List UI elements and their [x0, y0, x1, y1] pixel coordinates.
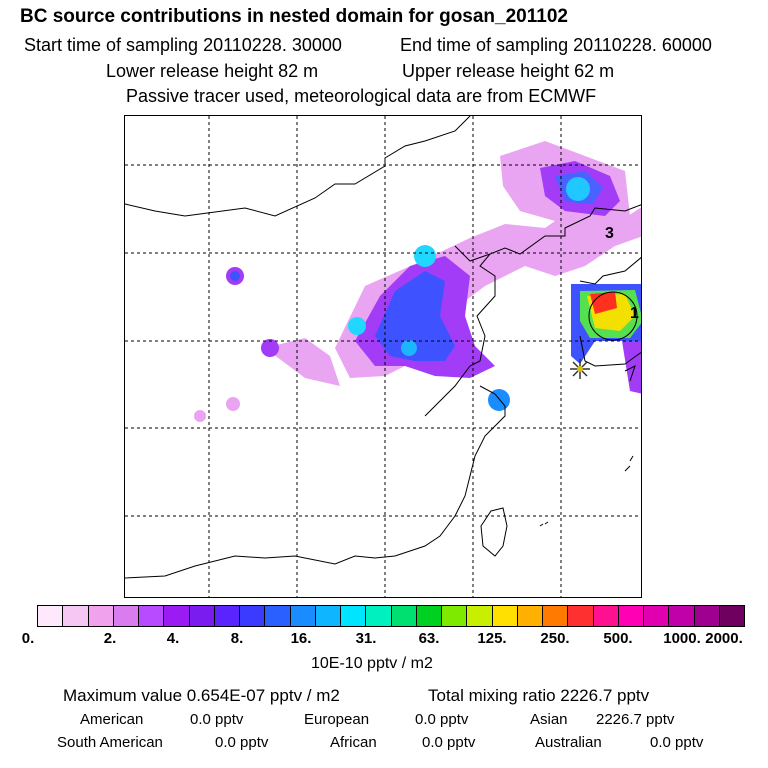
- colorbar-cell: [669, 606, 695, 626]
- colorbar-cell: [618, 606, 644, 626]
- colorbar-cell: [290, 606, 316, 626]
- colorbar-cell: [164, 606, 190, 626]
- colorbar-cell: [568, 606, 594, 626]
- south-american-value: 0.0 pptv: [215, 734, 269, 751]
- plume-hotspot-c: [401, 340, 417, 356]
- colorbar-cell: [644, 606, 670, 626]
- plume-hotspot-d: [566, 177, 590, 201]
- american-label: American: [80, 711, 144, 728]
- map-panel: 3 1: [124, 115, 642, 598]
- colorbar-cell: [492, 606, 518, 626]
- colorbar-tick-label: 16.: [290, 630, 312, 647]
- map-svg: 3 1: [125, 116, 641, 597]
- colorbar-cell: [694, 606, 720, 626]
- colorbar-tick-label: 250.: [540, 630, 570, 647]
- colorbar-tick-label: 4.: [166, 630, 180, 647]
- colorbar-cell: [517, 606, 543, 626]
- colorbar-cell: [88, 606, 114, 626]
- plume-inner: [375, 271, 455, 361]
- european-label: European: [304, 711, 370, 728]
- lower-release-height: Lower release height 82 m: [106, 61, 319, 81]
- colorbar-cell: [416, 606, 442, 626]
- plume-west: [265, 338, 340, 386]
- colorbar: [37, 605, 745, 627]
- coastline-bohai: [454, 245, 491, 262]
- plume-spot-h: [194, 410, 206, 422]
- colorbar-cell: [719, 606, 744, 626]
- colorbar-tick-label: 2.: [103, 630, 117, 647]
- coastline-layer: [125, 116, 641, 579]
- coastline-taiwan: [480, 507, 508, 557]
- colorbar-cell: [63, 606, 89, 626]
- marker-1-ring: [588, 291, 638, 341]
- end-time: End time of sampling 20110228. 60000: [400, 35, 712, 55]
- colorbar-cell: [214, 606, 240, 626]
- colorbar-cell: [265, 606, 291, 626]
- colorbar-cell: [38, 606, 64, 626]
- colorbar-cell: [189, 606, 215, 626]
- european-value: 0.0 pptv: [415, 711, 469, 728]
- colorbar-tick-label: 0.: [21, 630, 35, 647]
- total-mixing-ratio: Total mixing ratio 2226.7 pptv: [428, 686, 650, 705]
- colorbar-cell: [240, 606, 266, 626]
- page-title: BC source contributions in nested domain…: [20, 6, 568, 27]
- colorbar-cell: [467, 606, 493, 626]
- start-time: Start time of sampling 20110228. 30000: [24, 35, 342, 55]
- coastline-north: [125, 116, 471, 217]
- colorbar-cell: [139, 606, 165, 626]
- colorbar-tick-label: 63.: [418, 630, 440, 647]
- australian-value: 0.0 pptv: [650, 734, 704, 751]
- colorbar-cell: [442, 606, 468, 626]
- australian-label: Australian: [535, 734, 602, 751]
- colorbar-cell: [113, 606, 139, 626]
- colorbar-cell: [593, 606, 619, 626]
- marker-1: 1: [630, 305, 639, 322]
- star-receptor-icon: [570, 359, 590, 379]
- american-value: 0.0 pptv: [190, 711, 244, 728]
- colorbar-tick-label: 125.: [477, 630, 507, 647]
- plume-spot-g: [261, 339, 279, 357]
- plume-hotspot-b: [348, 317, 366, 335]
- coastline-korea-south: [579, 335, 641, 367]
- colorbar-tick-label: 500.: [603, 630, 633, 647]
- plume-spot-i: [226, 397, 240, 411]
- plume-hotspot-a: [414, 245, 436, 267]
- maximum-value: Maximum value 0.654E-07 pptv / m2: [63, 686, 340, 705]
- south-american-label: South American: [57, 734, 163, 751]
- plume-korea-red: [590, 292, 617, 314]
- upper-release-height: Upper release height 62 m: [402, 61, 615, 81]
- colorbar-tick-label: 1000.: [663, 630, 701, 647]
- colorbar-cell: [543, 606, 569, 626]
- coastline-islands: [539, 365, 636, 527]
- colorbar-tick-label: 31.: [355, 630, 377, 647]
- coastline-south: [125, 555, 376, 579]
- plume-layer: [194, 141, 641, 422]
- colorbar-tick-label: 8.: [230, 630, 244, 647]
- grid-layer: [125, 116, 641, 597]
- coastline-korea: [579, 257, 641, 285]
- asian-value: 2226.7 pptv: [596, 711, 675, 728]
- tracer-note: Passive tracer used, meteorological data…: [126, 86, 597, 106]
- coastline-east-china: [374, 385, 506, 559]
- colorbar-cell: [341, 606, 367, 626]
- colorbar-cell: [366, 606, 392, 626]
- colorbar-tick-label: 2000.: [705, 630, 743, 647]
- african-value: 0.0 pptv: [422, 734, 476, 751]
- plume-spot-f-core: [230, 271, 240, 281]
- colorbar-unit: 10E-10 pptv / m2: [311, 655, 433, 672]
- african-label: African: [330, 734, 377, 751]
- asian-label: Asian: [530, 711, 568, 728]
- colorbar-cell: [391, 606, 417, 626]
- marker-3: 3: [605, 225, 614, 242]
- colorbar-cell: [315, 606, 341, 626]
